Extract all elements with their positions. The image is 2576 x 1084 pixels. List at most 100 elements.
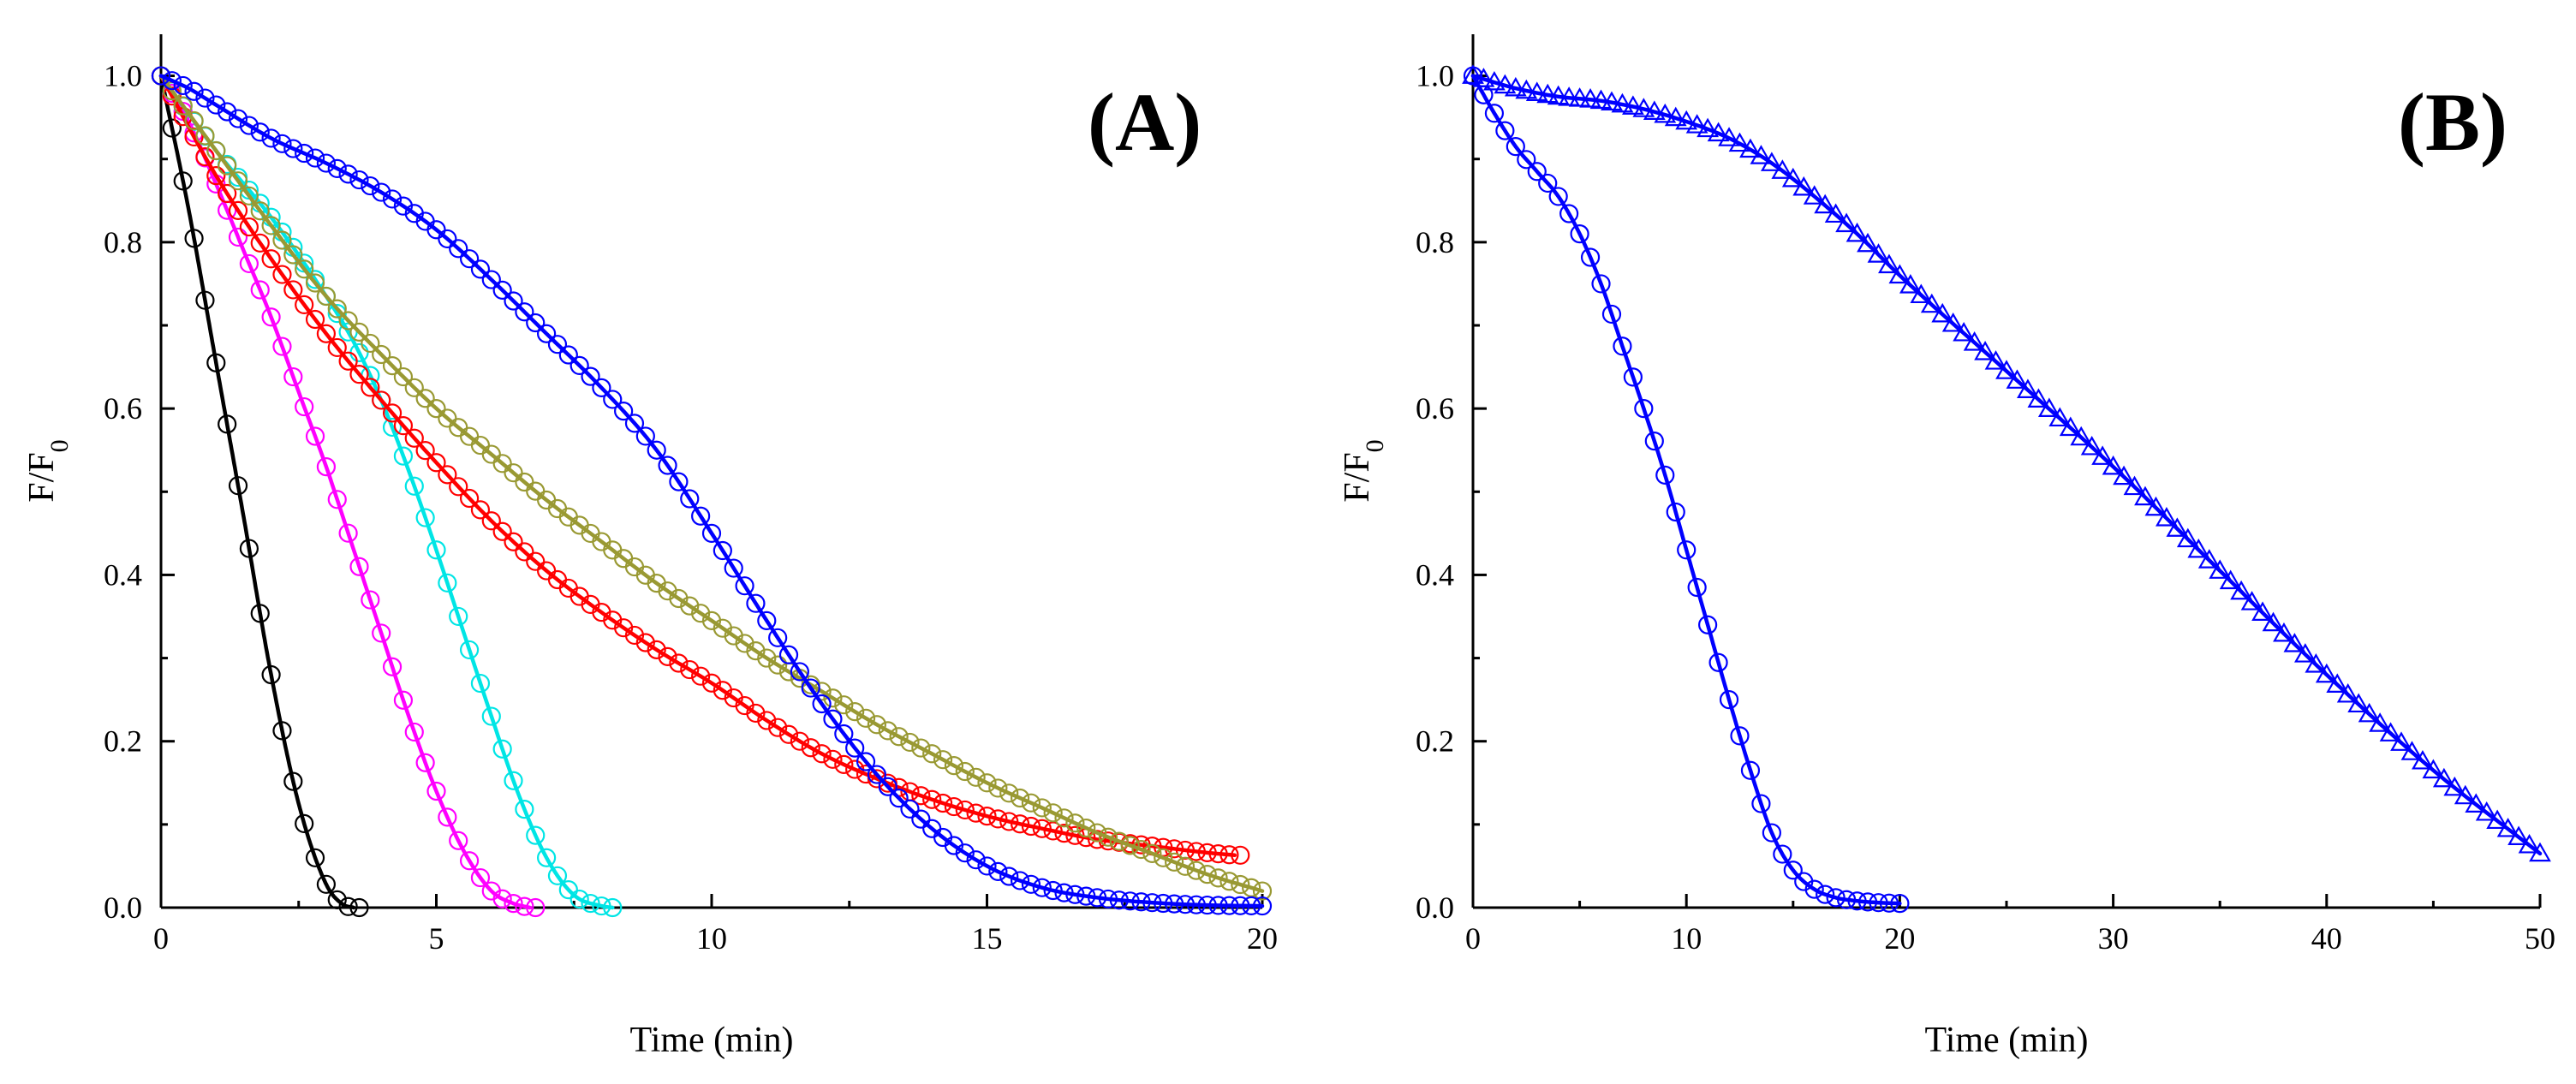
- data-point: [536, 848, 557, 867]
- data-point: [1601, 91, 1623, 111]
- data-point: [1131, 839, 1151, 860]
- data-point: [1837, 890, 1857, 909]
- data-point: [1920, 293, 1943, 313]
- series-olive-markers: [151, 66, 1273, 901]
- series-black-markers: [151, 66, 369, 918]
- data-point: [1826, 888, 1846, 908]
- data-point: [701, 523, 722, 543]
- data-point: [1847, 891, 1867, 911]
- data-point: [1666, 502, 1685, 522]
- x-tick-label: 5: [429, 921, 444, 956]
- data-point: [856, 708, 876, 728]
- data-point: [1495, 121, 1515, 140]
- data-point: [2240, 591, 2263, 610]
- data-point: [999, 783, 1019, 803]
- fit-line-blue: [158, 74, 1265, 908]
- data-point: [239, 116, 259, 135]
- x-tick-label: 20: [1247, 921, 1278, 956]
- data-point: [1771, 159, 1794, 179]
- data-point: [261, 307, 281, 327]
- y-axis-label-base: F/F: [1338, 452, 1377, 502]
- data-point: [1890, 894, 1910, 914]
- data-point: [778, 645, 799, 664]
- data-point: [757, 610, 777, 630]
- data-point: [449, 831, 468, 850]
- data-point: [449, 477, 468, 497]
- data-point: [1719, 690, 1739, 710]
- data-point: [195, 290, 215, 310]
- data-point: [1154, 893, 1173, 914]
- data-point: [2059, 416, 2082, 437]
- data-point: [2369, 712, 2391, 732]
- data-point: [1536, 83, 1559, 104]
- data-point: [1751, 794, 1771, 813]
- data-point: [1622, 95, 1644, 115]
- series-red-markers: [151, 66, 1250, 865]
- data-point: [250, 604, 270, 623]
- data-point: [1783, 861, 1803, 880]
- data-point: [272, 721, 292, 741]
- data-point: [1010, 871, 1030, 890]
- y-tick-label: 0.0: [104, 890, 142, 925]
- data-point: [2432, 767, 2455, 788]
- data-point: [1995, 360, 2018, 379]
- data-point: [162, 118, 182, 138]
- x-tick-label: 30: [2098, 921, 2129, 956]
- data-point: [845, 738, 865, 758]
- data-point: [372, 182, 391, 202]
- data-point: [1548, 187, 1568, 206]
- data-point: [955, 800, 975, 820]
- data-point: [1814, 194, 1837, 214]
- data-point: [372, 344, 391, 365]
- data-point: [261, 128, 281, 148]
- data-point: [2080, 435, 2103, 456]
- data-point: [228, 200, 248, 220]
- y-tick-label: 1.0: [104, 59, 142, 93]
- data-point: [250, 233, 270, 253]
- data-point: [305, 148, 325, 168]
- data-point: [933, 793, 953, 813]
- data-point: [316, 286, 336, 307]
- data-point: [603, 897, 623, 918]
- data-point: [1065, 813, 1085, 833]
- data-point: [481, 270, 501, 289]
- data-point: [680, 659, 700, 680]
- data-point: [470, 500, 491, 520]
- y-tick-label: 0.6: [1416, 391, 1454, 426]
- data-point: [603, 390, 623, 409]
- data-point: [438, 465, 457, 485]
- data-point: [415, 508, 435, 527]
- data-point: [1773, 844, 1792, 864]
- data-point: [206, 140, 226, 161]
- data-point: [1186, 895, 1206, 914]
- data-point: [1899, 274, 1922, 294]
- x-tick-label: 10: [696, 921, 727, 956]
- data-point: [658, 456, 677, 475]
- data-point: [1098, 827, 1118, 847]
- data-point: [1054, 808, 1074, 828]
- data-point: [1065, 884, 1085, 904]
- data-point: [1175, 895, 1196, 914]
- data-point: [295, 396, 314, 417]
- data-point: [2293, 643, 2317, 663]
- data-point: [558, 880, 578, 900]
- data-point: [966, 767, 986, 787]
- data-point: [338, 896, 358, 916]
- data-point: [1941, 312, 1965, 332]
- data-point: [1888, 264, 1911, 284]
- x-axis-label: Time (min): [630, 1021, 794, 1060]
- data-point: [1131, 892, 1151, 912]
- data-point: [316, 153, 336, 173]
- y-tick-label: 0.6: [104, 391, 142, 426]
- data-point: [1580, 247, 1601, 267]
- data-point: [1021, 816, 1041, 837]
- data-point: [581, 893, 600, 914]
- data-point: [1634, 399, 1654, 419]
- data-point: [1835, 212, 1857, 233]
- data-point: [1120, 836, 1140, 855]
- data-point: [184, 229, 204, 248]
- data-point: [966, 850, 986, 870]
- data-point: [2134, 485, 2156, 506]
- data-point: [768, 718, 788, 737]
- data-point: [393, 446, 414, 466]
